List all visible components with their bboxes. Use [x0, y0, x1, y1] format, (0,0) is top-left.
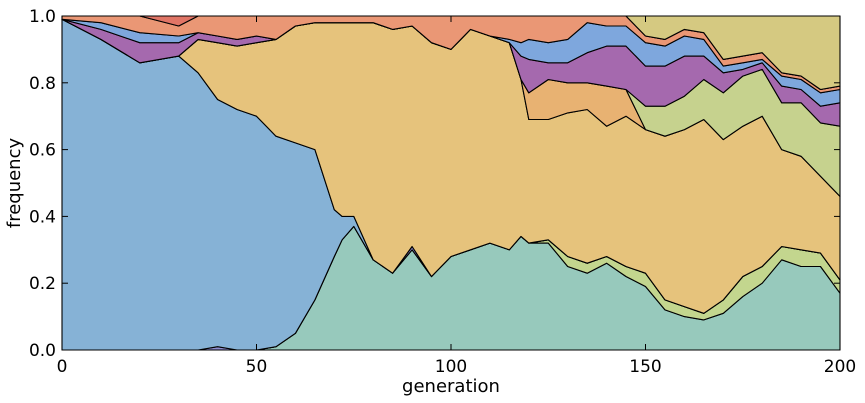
y-tick-label: 1.0 [29, 7, 56, 27]
x-axis-label: generation [402, 376, 500, 397]
y-tick-label: 0.6 [29, 141, 56, 161]
x-tick-label: 0 [57, 357, 68, 377]
y-axis-label: frequency [4, 138, 25, 229]
y-tick-label: 0.4 [29, 207, 56, 227]
y-tick-label: 0.0 [29, 341, 56, 361]
x-tick-label: 150 [629, 357, 661, 377]
y-tick-label: 0.2 [29, 274, 56, 294]
y-tick-label: 0.8 [29, 74, 56, 94]
x-tick-label: 50 [246, 357, 268, 377]
x-tick-label: 200 [824, 357, 856, 377]
x-tick-label: 100 [435, 357, 467, 377]
axis-ticks: 0 50 100 150 200 0.0 0.2 0.4 0.6 0.8 1.0 [29, 7, 856, 377]
area-bands [61, 15, 841, 351]
